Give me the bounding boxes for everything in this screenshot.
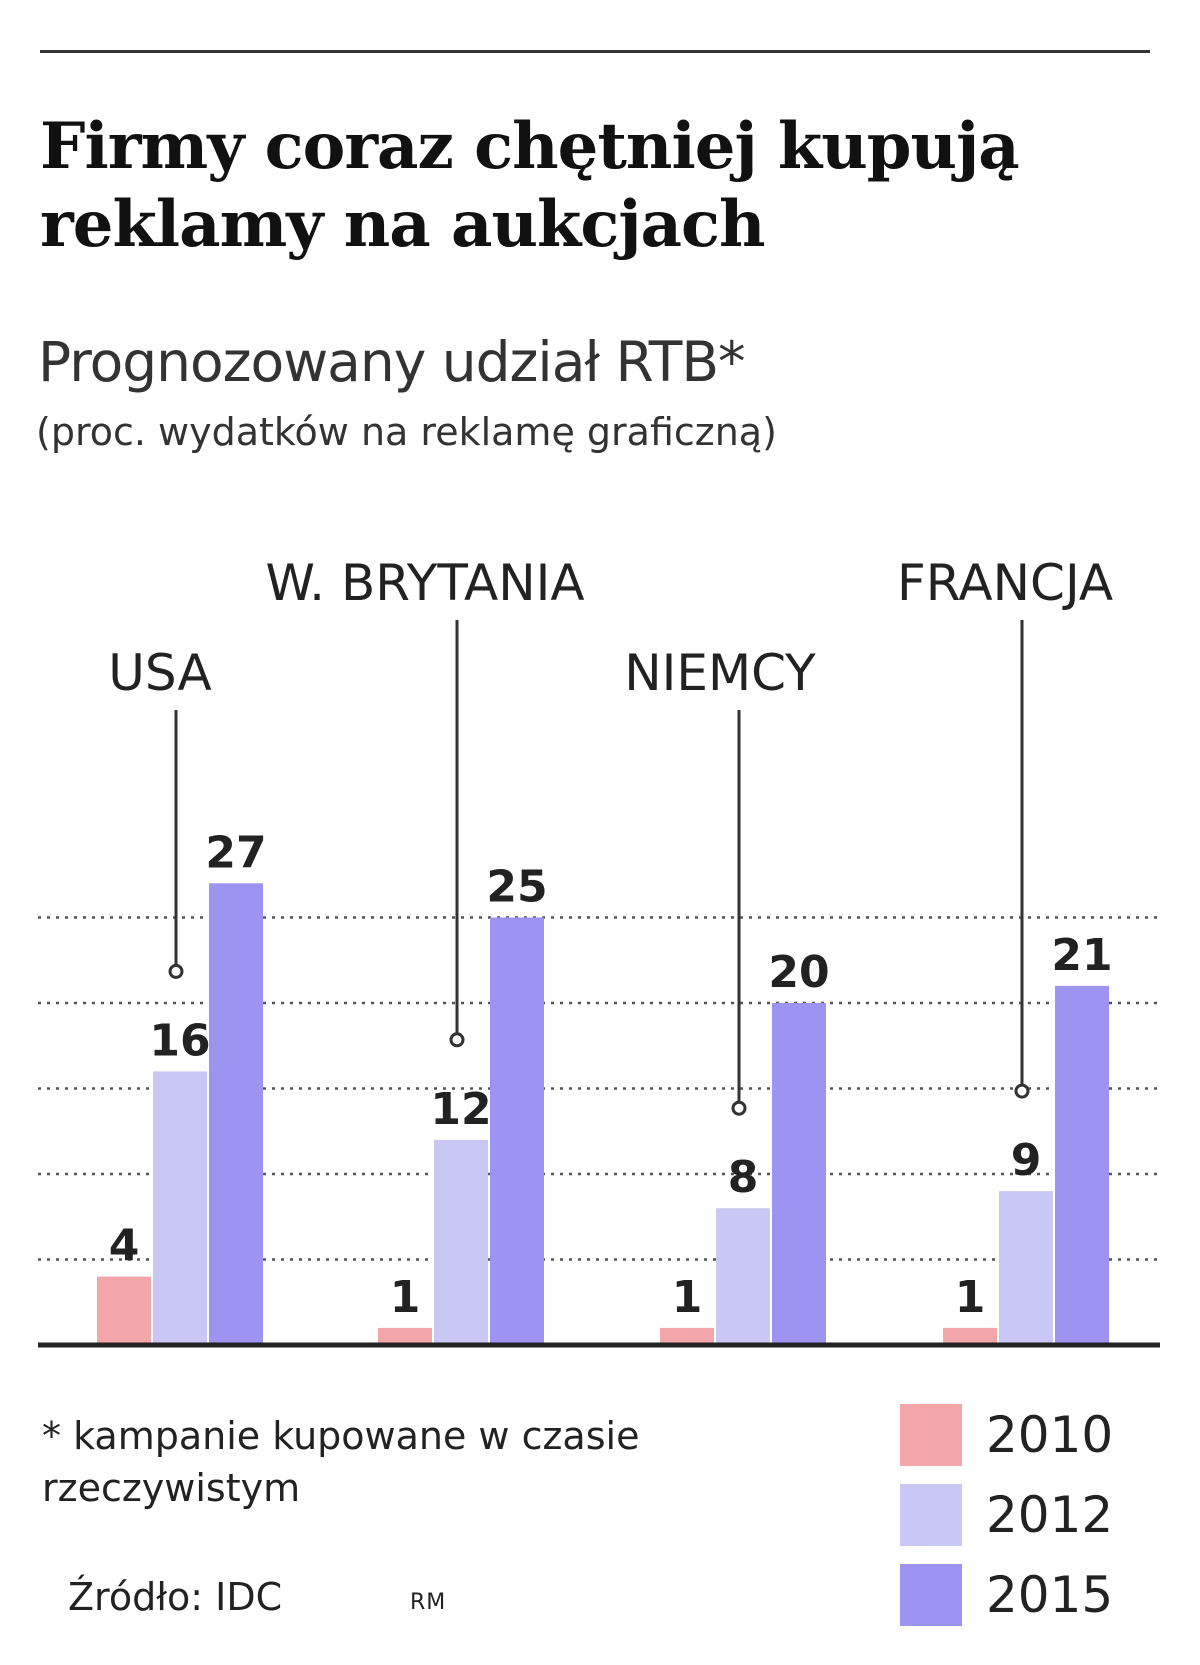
legend-item-2015: 2015	[900, 1555, 1113, 1635]
leader-dot-niemcy	[731, 1100, 747, 1116]
bar-niemcy-2010	[660, 1327, 714, 1345]
value-label-niemcy-2015: 20	[768, 947, 829, 998]
top-rule	[40, 50, 1150, 53]
legend-label-2010: 2010	[986, 1406, 1114, 1464]
legend-item-2012: 2012	[900, 1475, 1113, 1555]
bar-francja-2012	[999, 1191, 1053, 1345]
footnote-text: * kampanie kupowane w czasie rzeczywisty…	[42, 1414, 640, 1510]
leader-dot-usa	[168, 963, 184, 979]
value-label-w-brytania-2015: 25	[486, 862, 547, 913]
value-label-usa-2015: 27	[205, 827, 266, 878]
bar-usa-2012	[153, 1071, 207, 1345]
value-label-niemcy-2010: 1	[672, 1272, 703, 1323]
leader-dot-w-brytania	[449, 1032, 465, 1048]
category-label-francja: FRANCJA	[897, 554, 1113, 612]
bar-usa-2010	[97, 1276, 151, 1345]
author-initials: RM	[410, 1590, 447, 1615]
source-label: Źródło: IDC	[68, 1575, 283, 1619]
legend: 2010 2012 2015	[900, 1395, 1113, 1635]
bar-w-brytania-2015	[490, 917, 544, 1345]
legend-label-2012: 2012	[986, 1486, 1114, 1544]
bar-francja-2010	[943, 1327, 997, 1345]
value-label-w-brytania-2012: 12	[430, 1084, 491, 1135]
legend-swatch-2015	[900, 1564, 962, 1626]
leader-dot-francja	[1014, 1083, 1030, 1099]
bar-w-brytania-2010	[378, 1327, 432, 1345]
legend-label-2015: 2015	[986, 1566, 1114, 1624]
value-label-usa-2010: 4	[109, 1221, 140, 1272]
chart-title: Firmy coraz chętniej kupują reklamy na a…	[40, 109, 1020, 262]
value-label-francja-2015: 21	[1051, 930, 1112, 981]
bar-francja-2015	[1055, 985, 1109, 1345]
value-label-usa-2012: 16	[149, 1015, 210, 1066]
value-label-niemcy-2012: 8	[728, 1152, 759, 1203]
bar-niemcy-2012	[716, 1208, 770, 1345]
bar-niemcy-2015	[772, 1003, 826, 1345]
legend-swatch-2012	[900, 1484, 962, 1546]
footnote: * kampanie kupowane w czasie rzeczywisty…	[42, 1410, 662, 1514]
legend-swatch-2010	[900, 1404, 962, 1466]
category-label-w-brytania: W. BRYTANIA	[265, 554, 584, 612]
value-label-francja-2012: 9	[1011, 1135, 1042, 1186]
category-label-usa: USA	[108, 644, 211, 702]
value-label-w-brytania-2010: 1	[390, 1272, 421, 1323]
category-label-niemcy: NIEMCY	[624, 644, 816, 702]
chart-subtitle-units: (proc. wydatków na reklamę graficzną)	[36, 410, 777, 454]
value-label-francja-2010: 1	[955, 1272, 986, 1323]
bar-usa-2015	[209, 883, 263, 1345]
chart-subtitle: Prognozowany udział RTB*	[38, 330, 746, 394]
bar-w-brytania-2012	[434, 1139, 488, 1345]
legend-item-2010: 2010	[900, 1395, 1113, 1475]
